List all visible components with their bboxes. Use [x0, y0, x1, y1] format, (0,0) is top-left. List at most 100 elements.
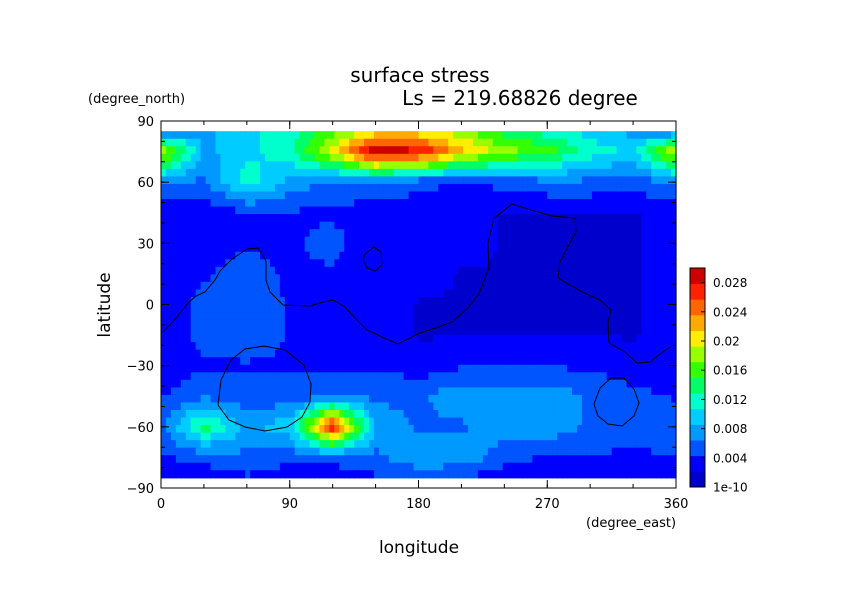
heatmap-cell [641, 146, 647, 155]
heatmap-cell [185, 334, 192, 343]
heatmap-cell [388, 357, 395, 366]
heatmap-cell [443, 176, 449, 185]
contour-line-equatorial [162, 203, 671, 364]
heatmap-cell [294, 146, 301, 155]
heatmap-cell [656, 349, 662, 358]
heatmap-cell [472, 274, 479, 283]
heatmap-cell [314, 342, 321, 351]
heatmap-cell [180, 221, 187, 230]
heatmap-cell [562, 312, 568, 321]
heatmap-cell [517, 470, 524, 479]
heatmap-cell [393, 402, 400, 411]
heatmap-cell [274, 183, 281, 193]
heatmap-cell [418, 319, 425, 328]
heatmap-cell [413, 131, 420, 140]
heatmap-cell [264, 191, 271, 200]
heatmap-cell [289, 199, 296, 208]
heatmap-cell [373, 357, 380, 366]
heatmap-cell [527, 417, 533, 426]
heatmap-cell [606, 440, 613, 449]
heatmap-cell [319, 394, 326, 404]
heatmap-cell [482, 183, 489, 193]
heatmap-cell [616, 274, 623, 283]
heatmap-cell [230, 131, 236, 140]
heatmap-cell [349, 402, 355, 411]
heatmap-cell [487, 146, 494, 155]
heatmap-cell [591, 440, 598, 449]
heatmap-cell [403, 312, 410, 321]
heatmap-cell [631, 274, 637, 283]
heatmap-cell [245, 259, 251, 268]
heatmap-cell [403, 176, 410, 185]
heatmap-cell [517, 266, 524, 275]
heatmap-cell [294, 364, 301, 373]
heatmap-cell [581, 138, 588, 147]
heatmap-cell [567, 251, 573, 260]
heatmap-cell [616, 259, 623, 268]
heatmap-cell [240, 146, 246, 155]
heatmap-cell [443, 146, 449, 155]
heatmap-cell [492, 364, 499, 373]
heatmap-cell [393, 206, 400, 215]
heatmap-cell [527, 296, 533, 306]
heatmap-cell [621, 296, 628, 306]
heatmap-cell [210, 183, 217, 193]
heatmap-cell [180, 161, 187, 170]
heatmap-cell [339, 447, 345, 456]
heatmap-cell [230, 281, 236, 291]
heatmap-cell [195, 199, 202, 208]
heatmap-cell [527, 266, 533, 275]
heatmap-cell [671, 266, 677, 275]
heatmap-cell [364, 176, 370, 185]
heatmap-cell [596, 364, 603, 373]
heatmap-cell [393, 281, 400, 291]
heatmap-cell [225, 199, 231, 208]
heatmap-cell [190, 281, 197, 291]
heatmap-cell [294, 206, 301, 215]
heatmap-cell [368, 440, 375, 449]
heatmap-cell [621, 417, 628, 426]
heatmap-cell [413, 455, 420, 464]
heatmap-cell [532, 274, 538, 283]
heatmap-cell [666, 372, 672, 381]
heatmap-cell [482, 229, 489, 238]
heatmap-cell [195, 342, 202, 351]
heatmap-cell [413, 327, 420, 336]
colorbar-swatch [690, 330, 705, 347]
heatmap-cell [215, 296, 222, 306]
heatmap-cell [190, 432, 197, 441]
heatmap-cell [349, 462, 355, 471]
heatmap-cell [487, 394, 494, 404]
heatmap-cell [324, 334, 330, 343]
heatmap-cell [448, 199, 454, 208]
heatmap-cell [492, 379, 499, 388]
heatmap-cell [344, 364, 350, 373]
heatmap-cell [522, 146, 529, 155]
heatmap-cell [274, 319, 281, 328]
heatmap-cell [522, 214, 529, 223]
heatmap-cell [512, 274, 519, 283]
heatmap-cell [279, 327, 286, 336]
heatmap-cell [438, 402, 444, 411]
heatmap-cell [240, 214, 246, 223]
heatmap-cell [542, 266, 548, 275]
heatmap-cell [260, 191, 266, 200]
heatmap-cell [616, 447, 623, 456]
heatmap-cell [581, 342, 588, 351]
heatmap-cell [502, 417, 509, 426]
heatmap-cell [453, 266, 459, 275]
topography-contours [162, 203, 671, 432]
heatmap-cell [393, 349, 400, 358]
heatmap-cell [512, 470, 519, 479]
heatmap-cell [279, 161, 286, 170]
heatmap-cell [240, 259, 246, 268]
heatmap-cell [502, 266, 509, 275]
heatmap-cell [264, 387, 271, 396]
heatmap-cell [576, 372, 583, 381]
heatmap-cell [354, 229, 360, 238]
heatmap-cell [512, 319, 519, 328]
heatmap-cell [477, 259, 484, 268]
heatmap-cell [656, 168, 662, 178]
heatmap-cell [567, 214, 573, 223]
heatmap-cell [621, 244, 628, 253]
